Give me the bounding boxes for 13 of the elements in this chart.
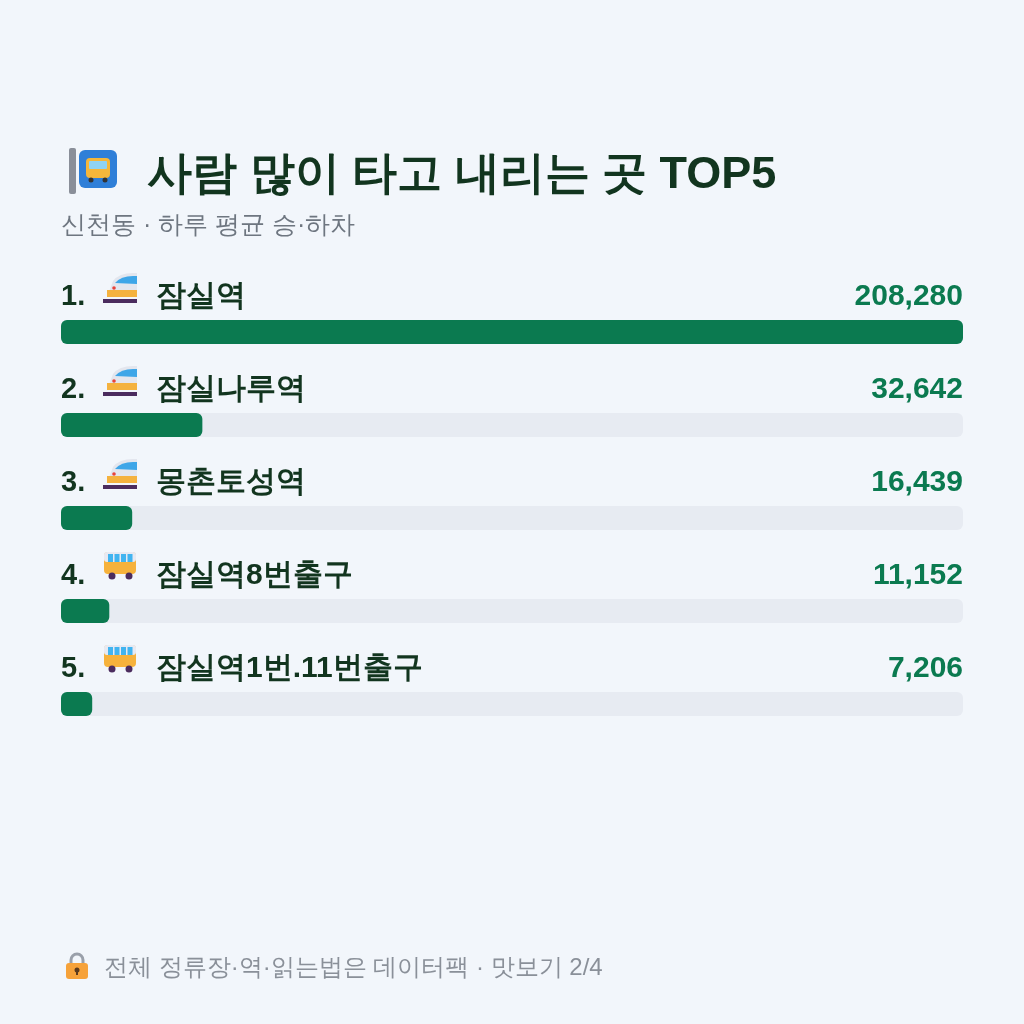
chart-subtitle: 신천동 · 하루 평균 승·하차: [61, 210, 356, 238]
data-label: 7,206: [887, 650, 963, 683]
data-label: 11,152: [872, 557, 963, 590]
data-label: 208,280: [854, 278, 963, 311]
chart-title: 사람 많이 타고 내리는 곳 TOP5: [147, 147, 777, 198]
category-label: 4. 잠실역8번출구: [61, 557, 353, 590]
category-label: 1. 잠실역: [61, 278, 246, 311]
data-label: 32,642: [871, 371, 963, 404]
category-label: 2. 잠실나루역: [61, 371, 306, 404]
category-label: 3. 몽촌토성역: [61, 464, 306, 497]
category-label: 5. 잠실역1번.11번출구: [61, 650, 423, 683]
data-label: 16,439: [871, 464, 963, 497]
text: 전체 정류장·역·읽는법은 데이터팩 · 맛보기 2/4: [104, 953, 603, 980]
